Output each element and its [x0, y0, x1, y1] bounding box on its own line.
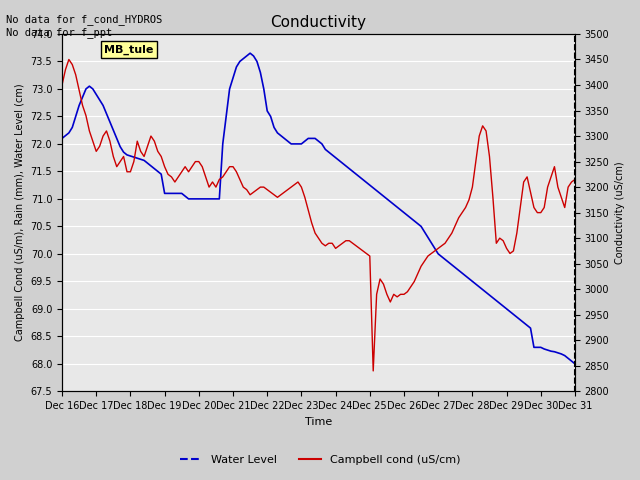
Campbell cond (uS/cm): [369, 368, 377, 374]
Campbell cond (uS/cm): [58, 82, 66, 88]
Water Level: [372, 188, 380, 193]
Text: MB_tule: MB_tule: [104, 45, 154, 55]
Legend: Water Level, Campbell cond (uS/cm): Water Level, Campbell cond (uS/cm): [175, 451, 465, 469]
Y-axis label: Campbell Cond (uS/m), Rain (mm), Water Level (cm): Campbell Cond (uS/m), Rain (mm), Water L…: [15, 84, 25, 341]
Title: Conductivity: Conductivity: [271, 15, 367, 30]
Line: Campbell cond (uS/cm): Campbell cond (uS/cm): [62, 60, 575, 371]
Water Level: [420, 229, 428, 235]
Campbell cond (uS/cm): [376, 276, 384, 282]
Campbell cond (uS/cm): [568, 179, 575, 185]
Water Level: [246, 50, 254, 56]
Water Level: [571, 361, 579, 367]
Campbell cond (uS/cm): [571, 177, 579, 182]
Line: Water Level: Water Level: [62, 53, 575, 364]
Water Level: [239, 56, 247, 61]
Campbell cond (uS/cm): [311, 230, 319, 236]
Campbell cond (uS/cm): [65, 57, 73, 62]
Water Level: [311, 135, 319, 141]
Y-axis label: Conductivity (uS/cm): Conductivity (uS/cm): [615, 161, 625, 264]
Water Level: [58, 135, 66, 141]
Water Level: [387, 199, 394, 204]
Campbell cond (uS/cm): [424, 253, 432, 259]
Campbell cond (uS/cm): [243, 187, 250, 192]
Text: No data for f_cond_HYDROS
No data for f_ppt: No data for f_cond_HYDROS No data for f_…: [6, 14, 163, 38]
Water Level: [564, 356, 572, 361]
X-axis label: Time: Time: [305, 417, 332, 427]
Campbell cond (uS/cm): [390, 291, 397, 297]
